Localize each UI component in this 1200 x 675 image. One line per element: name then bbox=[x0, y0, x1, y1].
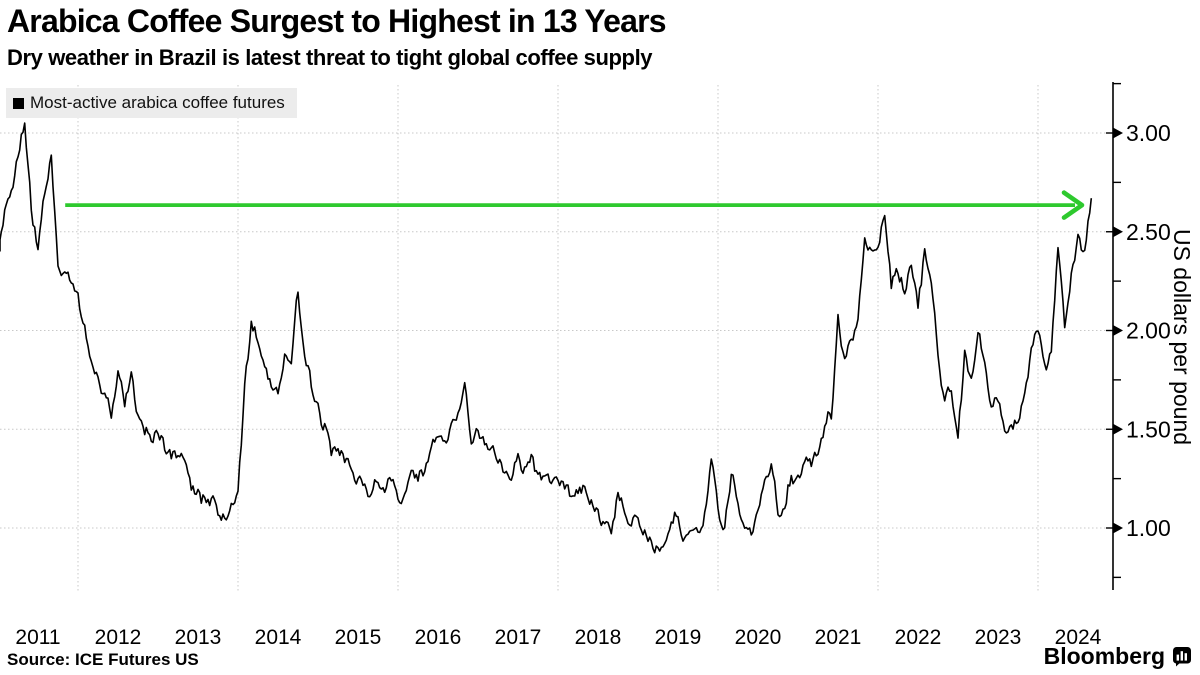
y-tick-arrow-icon bbox=[1113, 127, 1123, 139]
y-tick-arrow-icon bbox=[1113, 325, 1123, 336]
x-tick-label: 2015 bbox=[335, 626, 382, 649]
annotation-arrow bbox=[65, 190, 1085, 220]
x-tick-label: 2016 bbox=[415, 626, 462, 649]
x-tick-label: 2022 bbox=[895, 626, 942, 649]
y-axis: 1.00 1.50 2.00 2.50 3.00 bbox=[1106, 82, 1171, 590]
x-tick-label: 2024 bbox=[1055, 626, 1102, 649]
y-tick-label: 1.50 bbox=[1126, 416, 1171, 442]
y-tick-arrow-icon bbox=[1113, 522, 1123, 534]
gridlines bbox=[0, 85, 1113, 592]
x-tick-label: 2023 bbox=[975, 626, 1022, 649]
x-tick-label: 2019 bbox=[655, 626, 702, 649]
x-tick-label: 2014 bbox=[255, 626, 302, 649]
x-tick-label: 2020 bbox=[735, 626, 782, 649]
legend-swatch-icon bbox=[13, 97, 24, 109]
source-credit: Source: ICE Futures US bbox=[7, 650, 199, 669]
bloomberg-chart-icon bbox=[1173, 647, 1191, 667]
x-tick-label: 2013 bbox=[175, 626, 222, 649]
y-tick-arrow-icon bbox=[1113, 423, 1123, 435]
legend: Most-active arabica coffee futures bbox=[6, 88, 297, 118]
y-tick-arrow-icon bbox=[1113, 226, 1123, 238]
bloomberg-wordmark: Bloomberg bbox=[1043, 643, 1165, 669]
x-tick-label: 2017 bbox=[495, 626, 542, 649]
x-tick-label: 2018 bbox=[575, 626, 622, 649]
y-tick-label: 2.50 bbox=[1126, 219, 1171, 245]
y-axis-title: US dollars per pound bbox=[1169, 229, 1195, 445]
price-line-series bbox=[0, 122, 1093, 554]
page-subtitle: Dry weather in Brazil is latest threat t… bbox=[7, 45, 653, 70]
y-tick-label: 1.00 bbox=[1126, 515, 1171, 541]
y-tick-label: 2.00 bbox=[1126, 318, 1171, 344]
x-tick-label: 2011 bbox=[15, 626, 60, 649]
x-tick-label: 2021 bbox=[815, 626, 862, 649]
x-tick-label: 2012 bbox=[95, 626, 142, 649]
trend-arrow-head-icon bbox=[1061, 190, 1085, 220]
legend-label: Most-active arabica coffee futures bbox=[30, 93, 285, 112]
x-axis-labels: 2011 2012 2013 2014 2015 2016 2017 2018 2019 2020… bbox=[15, 626, 1101, 649]
page-title: Arabica Coffee Surgest to Highest in 13 … bbox=[7, 3, 667, 39]
y-tick-label: 3.00 bbox=[1126, 120, 1171, 146]
bloomberg-logo: Bloomberg bbox=[1044, 643, 1192, 670]
